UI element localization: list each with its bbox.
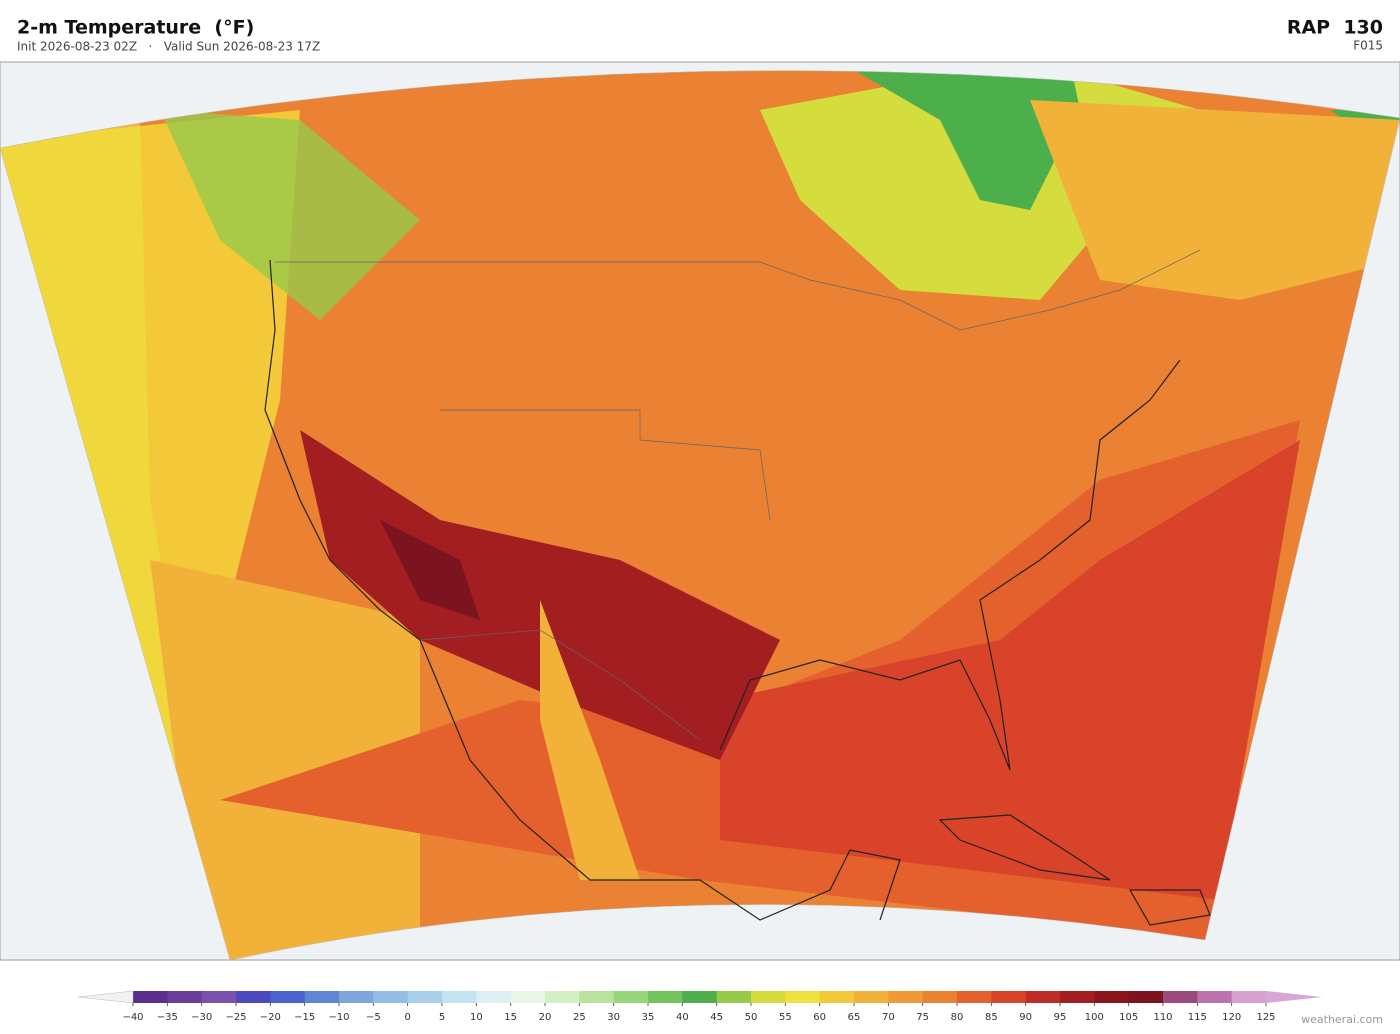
colorbar-segment (1128, 991, 1164, 1003)
colorbar-segment (819, 991, 855, 1003)
colorbar-tick-label: 45 (710, 1012, 723, 1023)
colorbar-tick-label: 35 (642, 1012, 655, 1023)
colorbar-segment (167, 991, 203, 1003)
colorbar-tick-label: 0 (404, 1012, 410, 1023)
colorbar-segment (510, 991, 546, 1003)
colorbar-tick-label: −5 (366, 1012, 381, 1023)
colorbar-segment (682, 991, 718, 1003)
colorbar-segment (785, 991, 821, 1003)
colorbar-tick-label: 105 (1119, 1012, 1138, 1023)
colorbar-tick-label: 55 (779, 1012, 792, 1023)
colorbar-tick-label: −25 (225, 1012, 246, 1023)
colorbar-segment (476, 991, 512, 1003)
colorbar-tick-label: 30 (607, 1012, 620, 1023)
colorbar-tick-label: 120 (1222, 1012, 1241, 1023)
colorbar-segment (1231, 991, 1267, 1003)
colorbar-tick-label: 125 (1256, 1012, 1275, 1023)
colorbar-tick-label: 95 (1054, 1012, 1067, 1023)
forecast-hour: F015 (1353, 39, 1383, 53)
colorbar-segment (1163, 991, 1198, 1003)
colorbar-tick-label: 5 (439, 1012, 445, 1023)
colorbar-segment (957, 991, 992, 1003)
colorbar-segment (133, 991, 168, 1003)
colorbar-tick-label: 65 (848, 1012, 861, 1023)
colorbar-segment (648, 991, 683, 1003)
borders (275, 249, 1201, 741)
colorbar-tick-label: −30 (191, 1012, 212, 1023)
colorbar-segment (1197, 991, 1233, 1003)
colorbar-segment (339, 991, 374, 1003)
colorbar-extend-low (77, 990, 134, 1004)
colorbar-tick-label: 10 (470, 1012, 483, 1023)
colorbar-tick-label: 60 (813, 1012, 826, 1023)
colorbar-tick-label: −15 (294, 1012, 315, 1023)
colorbar-tick-label: −40 (122, 1012, 143, 1023)
colorbar-tick-label: 80 (951, 1012, 964, 1023)
colorbar-segment (579, 991, 615, 1003)
coastlines (264, 259, 1211, 926)
model: RAP 130 (1287, 17, 1383, 39)
colorbar-segment (545, 991, 580, 1003)
colorbar-segment (991, 991, 1027, 1003)
colorbar-segment (1025, 991, 1061, 1003)
colorbar-segment (201, 991, 237, 1003)
colorbar-segment (613, 991, 649, 1003)
colorbar-segment (716, 991, 752, 1003)
map (0, 61, 1400, 961)
colorbar-tick-label: −35 (157, 1012, 178, 1023)
colorbar-tick-label: 100 (1085, 1012, 1104, 1023)
colorbar-tick-label: 50 (745, 1012, 758, 1023)
colorbar-segment (442, 991, 477, 1003)
colorbar-tick-label: 75 (916, 1012, 929, 1023)
subtitle: Init 2026-08-23 02Z · Valid Sun 2026-08-… (17, 40, 320, 54)
temperature-field (0, 70, 1400, 960)
colorbar-tick-label: 25 (573, 1012, 586, 1023)
colorbar-segment (922, 991, 958, 1003)
colorbar-tick-label: 70 (882, 1012, 895, 1023)
colorbar-segment (1060, 991, 1095, 1003)
colorbar-tick-label: 90 (1019, 1012, 1032, 1023)
colorbar-segment (270, 991, 306, 1003)
colorbar-segment (751, 991, 786, 1003)
colorbar-segment (236, 991, 271, 1003)
colorbar-segment (854, 991, 889, 1003)
colorbar-tick-label: 40 (676, 1012, 689, 1023)
colorbar-tick-label: 115 (1188, 1012, 1207, 1023)
colorbar-segment (888, 991, 924, 1003)
colorbar-tick-label: −10 (328, 1012, 349, 1023)
colorbar-segment (407, 991, 443, 1003)
colorbar-segment (373, 991, 409, 1003)
title: 2-m Temperature (°F) (17, 17, 254, 39)
colorbar-tick-label: 85 (985, 1012, 998, 1023)
colorbar-tick-label: 20 (539, 1012, 552, 1023)
colorbar: −40 −35 −30 −25 −20 −15 −10 −5 0 5 10 15 20 25 30 35 40 4… (77, 990, 1322, 1023)
colorbar-tick-label: 15 (504, 1012, 517, 1023)
colorbar-extend-high (1266, 991, 1322, 1003)
watermark: weatherai.com (1301, 1013, 1383, 1026)
colorbar-segment (304, 991, 340, 1003)
colorbar-tick-label: 110 (1153, 1012, 1172, 1023)
colorbar-segment (1094, 991, 1130, 1003)
colorbar-tick-label: −20 (260, 1012, 281, 1023)
